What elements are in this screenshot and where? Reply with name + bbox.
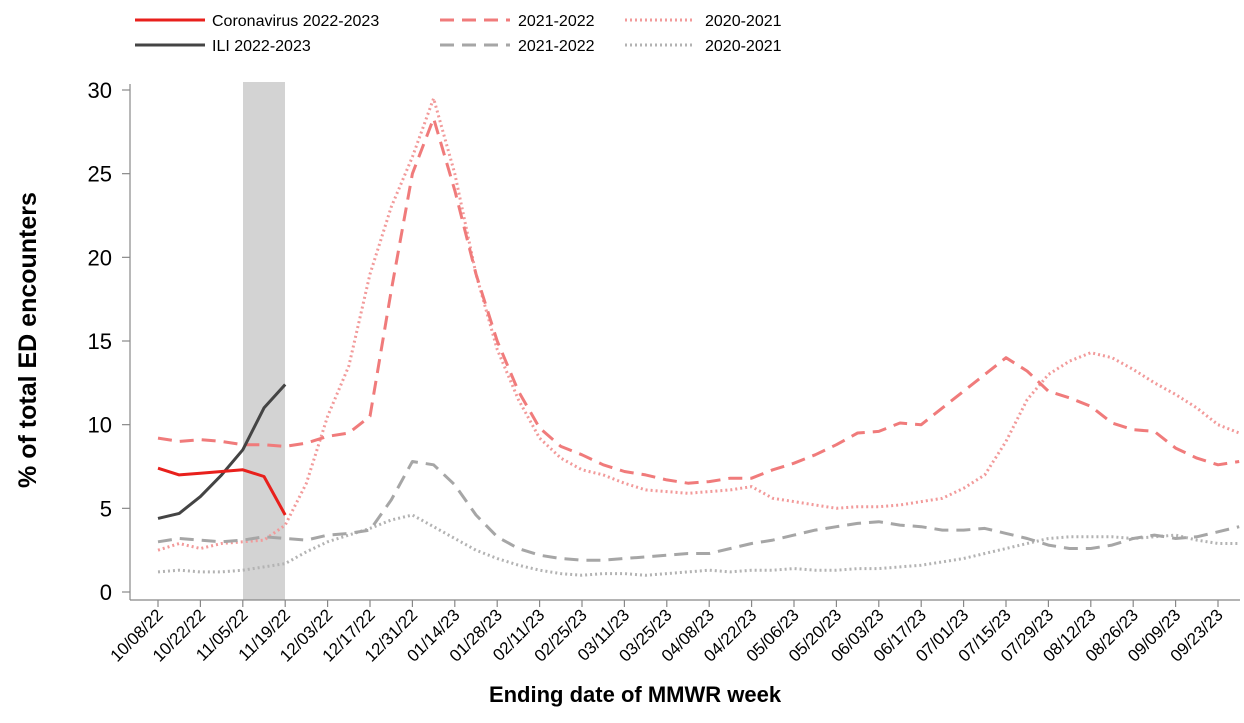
shaded-region	[243, 82, 285, 600]
series-line	[157, 383, 287, 520]
legend-label: ILI 2022-2023	[212, 38, 311, 55]
legend-label: 2021-2022	[518, 38, 595, 55]
y-axis-label: % of total ED encounters	[14, 192, 42, 488]
y-tick-label: 15	[88, 329, 112, 354]
x-axis-label: Ending date of MMWR week	[489, 682, 782, 707]
legend-label: Coronavirus 2022-2023	[212, 13, 379, 30]
y-tick-label: 20	[88, 245, 112, 270]
y-tick-label: 10	[88, 413, 112, 438]
y-tick-label: 5	[100, 496, 112, 521]
y-tick-label: 30	[88, 78, 112, 103]
series-line	[157, 116, 1240, 485]
series-line	[157, 466, 287, 516]
legend-label: 2021-2022	[518, 13, 595, 30]
legend-label: 2020-2021	[705, 38, 782, 55]
y-tick-label: 25	[88, 162, 112, 187]
series-line	[157, 460, 1240, 562]
y-tick-label: 0	[100, 580, 112, 605]
legend-label: 2020-2021	[705, 13, 782, 30]
series-line	[157, 513, 1240, 577]
